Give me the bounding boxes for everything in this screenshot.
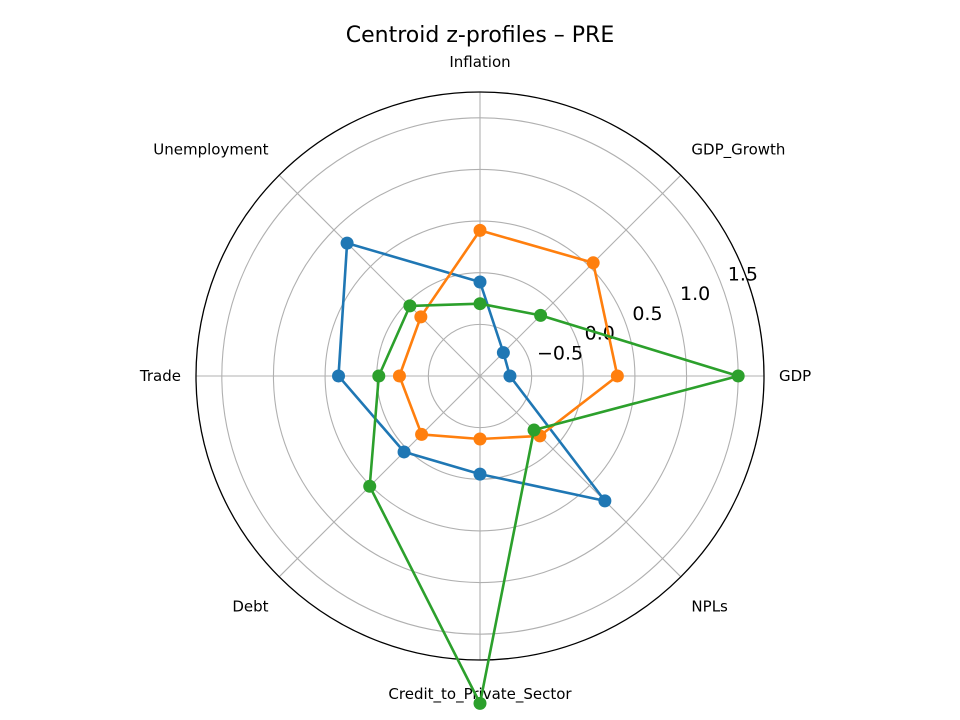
data-point-inflation (473, 223, 487, 237)
series-3 (363, 297, 745, 710)
axis-labels: GDP GDP_Growth Inflation Unemployment Trade D… (139, 53, 811, 704)
data-point-gdp (503, 369, 517, 383)
data-point-debt (415, 427, 429, 441)
spoke-gdp-growth (479, 174, 682, 377)
data-point-gdp (610, 369, 624, 383)
outer-frame (195, 91, 765, 661)
axis-label-credit-to-private-sector: Credit_to_Private_Sector (388, 685, 572, 704)
data-point-gdp-growth (534, 308, 548, 322)
data-point-trade (372, 369, 386, 383)
series-1 (332, 236, 612, 508)
data-point-credit-to-private-sector (473, 696, 487, 710)
data-point-trade (392, 369, 406, 383)
data-point-gdp (731, 369, 745, 383)
data-point-gdp-growth (496, 346, 510, 360)
data-point-inflation (473, 297, 487, 311)
axis-label-gdp: GDP (779, 367, 811, 385)
data-point-unemployment (414, 310, 428, 324)
data-point-debt (363, 479, 377, 493)
axis-label-unemployment: Unemployment (153, 141, 268, 159)
axis-label-trade: Trade (139, 367, 181, 385)
data-point-npls (527, 423, 541, 437)
data-point-unemployment (403, 299, 417, 313)
spoke-debt (278, 375, 481, 578)
spoke-unemployment (278, 174, 481, 377)
data-point-credit-to-private-sector (473, 432, 487, 446)
data-point-debt (397, 445, 411, 459)
axis-label-inflation: Inflation (449, 53, 510, 71)
r-tick-label: −0.5 (537, 342, 583, 364)
spoke-npls (479, 375, 682, 578)
data-point-unemployment (340, 236, 354, 250)
series-group (332, 223, 745, 710)
chart-title: Centroid z-profiles – PRE (346, 23, 614, 48)
data-point-trade (332, 369, 346, 383)
axis-label-npls: NPLs (691, 597, 728, 615)
r-tick-label: 1.0 (680, 283, 710, 305)
data-point-gdp-growth (586, 256, 600, 270)
data-point-npls (598, 494, 612, 508)
r-tick-label: 1.5 (728, 263, 758, 285)
polar-grid (195, 91, 765, 661)
data-point-inflation (473, 275, 487, 289)
axis-label-gdp-growth: GDP_Growth (691, 141, 785, 160)
axis-label-debt: Debt (232, 597, 268, 615)
data-point-credit-to-private-sector (473, 467, 487, 481)
r-tick-label: 0.5 (632, 303, 662, 325)
series-2 (392, 223, 624, 446)
